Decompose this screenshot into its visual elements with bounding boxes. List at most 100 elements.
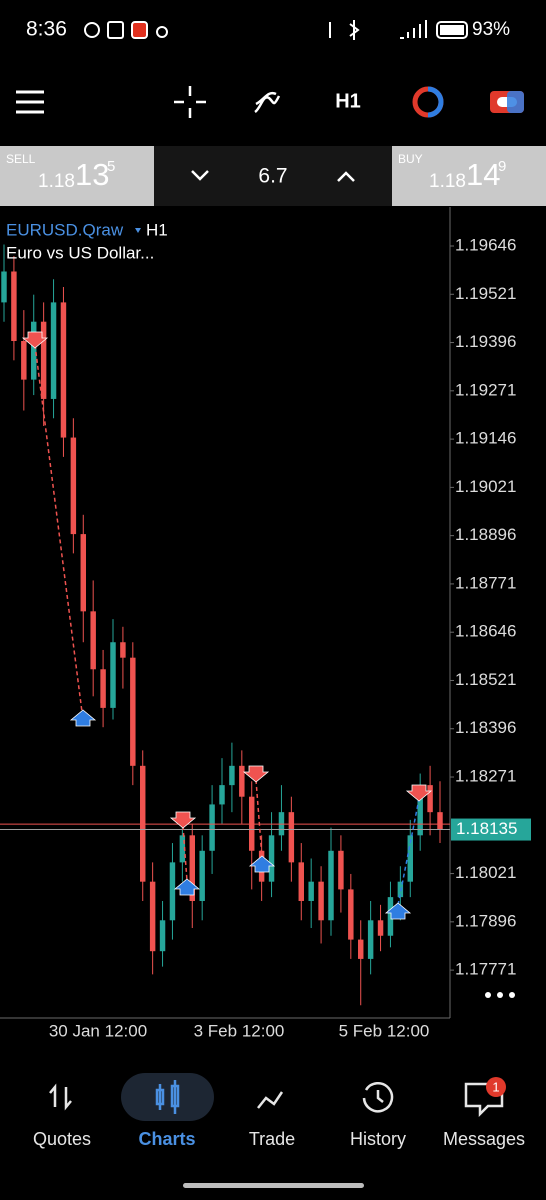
bid-price-tag (451, 818, 531, 841)
one-click-button[interactable] (412, 86, 444, 118)
trade-markers (21, 331, 433, 920)
candle-body (219, 785, 225, 805)
crosshair-button[interactable] (174, 86, 206, 118)
volume-up[interactable] (337, 171, 355, 182)
home-indicator (183, 1183, 364, 1188)
candle-body (21, 341, 27, 380)
candle-body (1, 271, 7, 303)
y-tick-label: 1.18396 (455, 718, 516, 737)
candle-body (40, 321, 47, 399)
candle-body (348, 889, 354, 940)
candle-body (80, 534, 86, 612)
candle-body (328, 850, 334, 921)
candle-body (90, 611, 96, 670)
candle-body (239, 765, 245, 797)
sell-price-big: 13 (75, 157, 109, 192)
y-tick-label: 1.19021 (455, 477, 516, 496)
candle-body (199, 850, 205, 901)
candle-body (189, 835, 195, 901)
candle-body (298, 862, 304, 901)
buy-price-main: 1.18 (429, 171, 466, 192)
y-tick-label: 1.19646 (455, 235, 516, 254)
candle-body (308, 881, 314, 901)
indicators-button[interactable] (254, 91, 281, 114)
candle-body (417, 785, 423, 836)
candle-body (120, 642, 126, 658)
chart-symbol[interactable]: EURUSD.Qraw (6, 220, 124, 239)
candle-body (367, 920, 374, 959)
candle-body (130, 657, 136, 766)
x-tick-label: 3 Feb 12:00 (194, 1021, 285, 1040)
volume-panel (154, 146, 392, 206)
active-tab-background (121, 1073, 214, 1121)
y-tick-label: 1.17771 (455, 960, 516, 979)
trade-icon[interactable] (257, 1091, 284, 1109)
candle-body (159, 920, 166, 952)
candle-body (318, 881, 324, 921)
buy-label: BUY (398, 152, 423, 166)
menu-button[interactable] (16, 90, 44, 114)
volume-down[interactable] (191, 170, 209, 181)
sell-button[interactable]: SELL 1.18 13 5 (0, 146, 154, 206)
candle-body (31, 321, 37, 380)
chart-description: Euro vs US Dollar... (6, 243, 154, 262)
candle-body (288, 812, 295, 863)
nav-tab[interactable]: Messages (443, 1129, 525, 1149)
quotes-icon[interactable] (49, 1083, 72, 1111)
sell-price-small: 5 (107, 158, 115, 175)
candle-body (209, 804, 215, 851)
history-icon[interactable] (362, 1082, 394, 1113)
volume[interactable]: 6.7 (258, 165, 287, 188)
nav-tab[interactable]: Quotes (33, 1129, 91, 1149)
x-tick-label: 5 Feb 12:00 (339, 1021, 430, 1040)
y-tick-label: 1.19521 (455, 284, 516, 303)
y-tick-label: 1.18021 (455, 863, 516, 882)
bid-price-label: 1.18135 (456, 819, 517, 838)
y-tick-label: 1.19396 (455, 332, 516, 351)
sell-price-main: 1.18 (38, 171, 75, 192)
candle-body (169, 862, 176, 921)
trade-panel-button[interactable] (490, 91, 524, 113)
candle-body (338, 850, 344, 890)
y-tick-label: 1.18896 (455, 525, 516, 544)
message-badge (486, 1077, 506, 1097)
y-tick-label: 1.18271 (455, 767, 516, 786)
y-tick-label: 1.18646 (455, 622, 516, 641)
candle-body (60, 302, 67, 438)
candle-body (179, 835, 186, 863)
candle-body (268, 835, 275, 882)
status-time: 8:36 (26, 18, 67, 41)
sell-label: SELL (6, 152, 36, 166)
buy-button[interactable]: BUY 1.18 14 9 (392, 146, 546, 206)
status-battery: 93% (472, 19, 510, 40)
badge-count: 1 (492, 1079, 499, 1094)
nav-tab[interactable]: History (350, 1129, 406, 1149)
candle-body (50, 302, 57, 399)
charts-icon[interactable] (155, 1080, 180, 1114)
y-tick-label: 1.18771 (455, 573, 516, 592)
buy-price-big: 14 (466, 157, 500, 192)
y-tick-label: 1.19146 (455, 429, 516, 448)
candle-body (358, 939, 364, 959)
candle-body (110, 642, 116, 708)
symbol-dropdown[interactable] (135, 228, 141, 233)
candle-body (11, 271, 17, 342)
candle-body (70, 437, 77, 535)
chart-timeframe: H1 (146, 220, 168, 239)
candle-body (149, 881, 156, 952)
candle-body (229, 765, 235, 786)
more-button[interactable] (485, 992, 515, 998)
x-tick-label: 30 Jan 12:00 (49, 1021, 147, 1040)
nav-tab[interactable]: Charts (138, 1129, 195, 1149)
candle-body (100, 669, 106, 708)
candle-body (437, 812, 443, 830)
candle-body (427, 785, 433, 813)
candle-body (387, 897, 394, 936)
timeframe-button[interactable]: H1 (335, 90, 361, 112)
nav-tab[interactable]: Trade (249, 1129, 295, 1149)
status-icons (84, 20, 468, 40)
buy-price-small: 9 (498, 158, 506, 175)
candle-body (407, 835, 413, 882)
candle-body (377, 920, 384, 936)
